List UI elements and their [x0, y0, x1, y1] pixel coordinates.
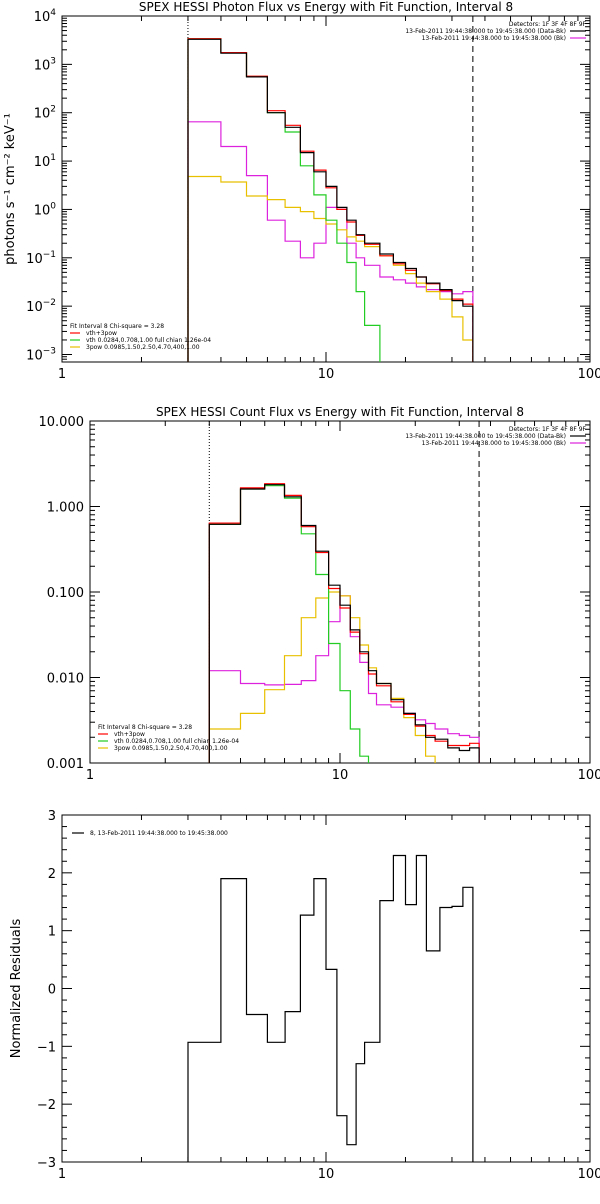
y-tick-label: −2 [37, 1098, 56, 1113]
plot-frame [62, 815, 590, 1162]
total-series-line [209, 484, 479, 768]
y-tick-label: 0.010 [47, 672, 84, 687]
legend-entry: vth+3pow [114, 731, 145, 738]
plot-area [188, 39, 473, 367]
y-tick-label: −1 [37, 1040, 56, 1055]
y-tick-label: 10−2 [26, 298, 56, 315]
legend-entry: 3pow 0.0985,1.50,2.50,4.70,400,1.00 [86, 344, 200, 351]
plot-area [209, 484, 479, 772]
x-tick-label: 10 [318, 367, 335, 382]
count-flux-panel: SPEX HESSI Count Flux vs Energy with Fit… [39, 405, 600, 783]
y-tick-label: 2 [48, 867, 56, 882]
power_law-series-line [188, 177, 473, 368]
y-tick-label: 1 [48, 925, 56, 940]
y-tick-label: 101 [34, 153, 56, 170]
y-tick-label: 3 [48, 809, 56, 824]
y-tick-label: 103 [34, 56, 56, 73]
x-tick-label: 10 [318, 1167, 335, 1182]
legend-entry: vth 0.0284,0.708,1.00 full chian 1.26e-0… [114, 738, 239, 745]
y-tick-label: 10.000 [39, 415, 85, 430]
background-series-line [188, 122, 473, 367]
y-tick-label: 100 [34, 201, 57, 218]
y-axis-label: photons s⁻¹ cm⁻² keV⁻¹ [3, 113, 18, 265]
y-tick-label: 10−1 [26, 250, 56, 267]
x-tick-label: 1 [58, 367, 66, 382]
y-tick-label: 0 [48, 983, 56, 998]
x-tick-label: 100 [578, 768, 600, 783]
y-tick-label: 0.001 [47, 757, 84, 772]
legend-entry: 8, 13-Feb-2011 19:44:38.000 to 19:45:38.… [90, 830, 228, 837]
legend-entry: 3pow 0.0985,1.50,2.50,4.70,400,1.00 [114, 745, 228, 752]
x-tick-label: 100 [578, 367, 600, 382]
y-tick-label: 0.100 [47, 586, 84, 601]
legend-fit-header: Fit Interval 8 Chi-square = 3.28 [70, 323, 164, 330]
legend-entry: 13-Feb-2011 19:44:38.000 to 19:45:38.000… [422, 440, 566, 447]
background-series-line [209, 596, 479, 768]
data-series-line [188, 39, 473, 367]
data-series-line [188, 856, 473, 1168]
total-series-line [188, 39, 473, 367]
y-tick-label: −3 [37, 1156, 56, 1171]
x-tick-label: 100 [578, 1167, 600, 1182]
y-tick-label: 1.000 [47, 501, 84, 516]
plot-frame [62, 16, 590, 362]
legend-detectors: Detectors: 1F 3F 4F 8F 9F [509, 426, 587, 433]
x-tick-label: 1 [86, 768, 94, 783]
photon-flux-panel: SPEX HESSI Photon Flux vs Energy with Fi… [3, 0, 600, 382]
x-tick-label: 1 [58, 1167, 66, 1182]
y-tick-label: 102 [34, 105, 56, 122]
plot-area [188, 856, 473, 1168]
vth-series-line [209, 486, 368, 768]
legend-entry: 13-Feb-2011 19:44:38.000 to 19:45:38.000… [422, 35, 566, 42]
x-tick-label: 10 [332, 768, 349, 783]
legend-entry: vth 0.0284,0.708,1.00 full chian 1.26e-0… [86, 337, 211, 344]
y-tick-label: 10−3 [26, 347, 56, 364]
vth-series-line [188, 39, 380, 367]
y-axis-label: Normalized Residuals [9, 919, 24, 1059]
legend-detectors: Detectors: 1F 3F 4F 8F 9F [509, 21, 587, 28]
y-tick-label: 104 [34, 8, 57, 25]
legend-fit-header: Fit Interval 8 Chi-square = 3.28 [98, 724, 192, 731]
chart-title: SPEX HESSI Count Flux vs Energy with Fit… [156, 405, 524, 419]
legend-entry: 13-Feb-2011 19:44:38.000 to 19:45:38.000… [405, 433, 566, 440]
legend-entry: vth+3pow [86, 330, 117, 337]
data-series-line [209, 485, 479, 768]
chart-title: SPEX HESSI Photon Flux vs Energy with Fi… [139, 0, 513, 14]
legend-entry: 13-Feb-2011 19:44:38.000 to 19:45:38.000… [405, 28, 566, 35]
